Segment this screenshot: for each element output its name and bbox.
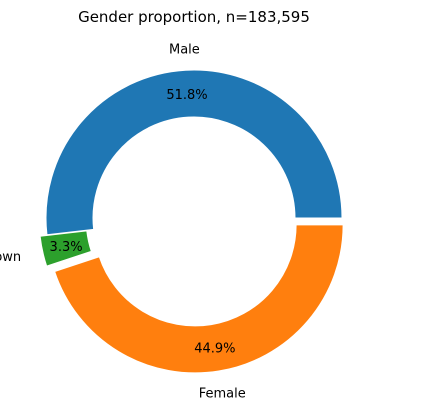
- slice-pct-label-female: 44.9%: [194, 341, 235, 356]
- slice-label-female: Female: [199, 387, 246, 402]
- slices-group: 51.8% Male 3.3% Unknown 44.9% Female: [0, 42, 343, 401]
- slice-label-unknown: Unknown: [0, 250, 21, 265]
- slice-pct-label-male: 51.8%: [166, 88, 207, 103]
- slice-label-male: Male: [169, 42, 200, 57]
- chart-title: Gender proportion, n=183,595: [78, 8, 310, 26]
- slice-pct-label-unknown: 3.3%: [50, 240, 83, 255]
